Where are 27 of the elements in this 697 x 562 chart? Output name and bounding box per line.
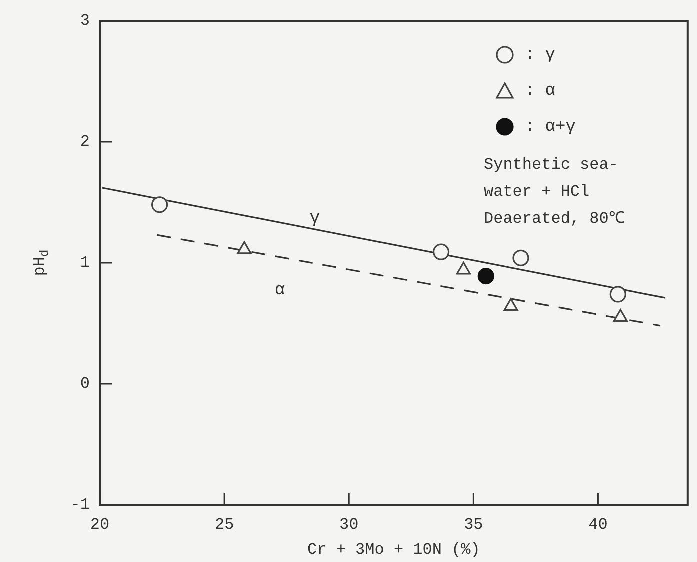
legend-label: : α+γ — [524, 118, 576, 136]
y-tick-label: 0 — [80, 375, 90, 394]
x-tick-label: 40 — [588, 516, 608, 534]
y-axis-title: pHd — [31, 250, 52, 276]
legend-label: : γ — [524, 46, 556, 64]
point — [478, 268, 494, 285]
annotation: α — [274, 282, 286, 300]
point — [237, 241, 252, 254]
x-tick-label: 20 — [90, 516, 110, 534]
point — [610, 286, 626, 303]
x-axis-title: Cr + 3Mo + 10N (%) — [308, 541, 480, 560]
point — [512, 250, 530, 266]
y-tick-label: 3 — [80, 12, 90, 30]
y-tick-label: 2 — [80, 133, 90, 152]
annotation: γ — [310, 210, 320, 228]
point — [151, 196, 168, 214]
point — [456, 262, 471, 275]
point — [432, 244, 450, 260]
x-tick-label: 35 — [464, 516, 484, 534]
point — [613, 309, 628, 322]
point — [504, 298, 518, 312]
y-tick-label: 1 — [80, 254, 90, 272]
legend-label: : α — [524, 82, 556, 100]
annotation: Synthetic sea- water + HCl Deaerated, 80℃ — [484, 156, 625, 228]
y-tick-label: -1 — [70, 496, 90, 514]
x-tick-label: 30 — [340, 516, 359, 534]
x-tick-label: 25 — [214, 516, 234, 534]
